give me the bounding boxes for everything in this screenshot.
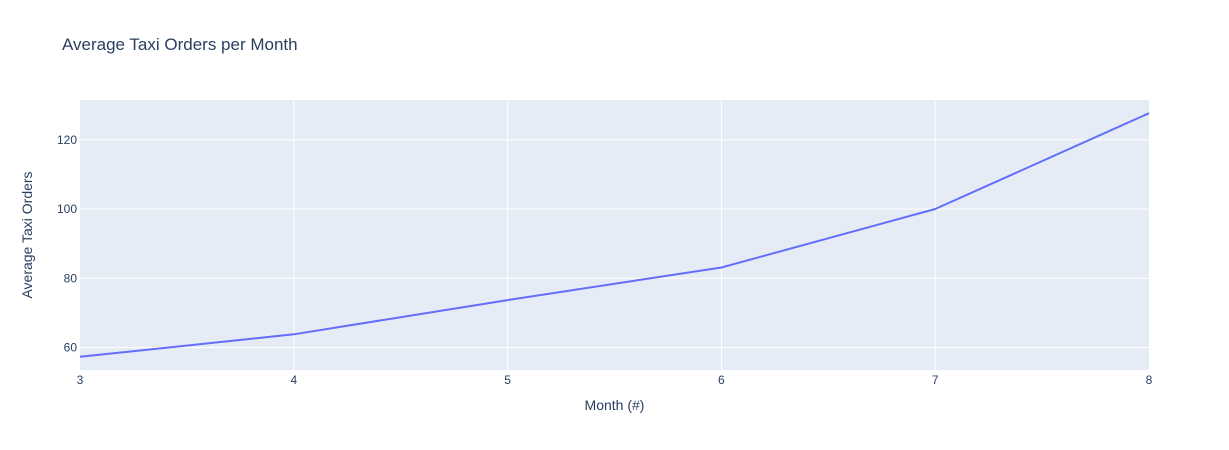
plot-area xyxy=(80,100,1149,370)
x-tick-label: 6 xyxy=(718,373,725,387)
gridlines xyxy=(80,100,1149,370)
y-tick-label: 120 xyxy=(57,133,77,147)
x-axis-title: Month (#) xyxy=(585,397,645,413)
y-tick-label: 60 xyxy=(64,341,78,355)
x-tick-label: 4 xyxy=(290,373,297,387)
x-tick-label: 5 xyxy=(504,373,511,387)
y-tick-label: 100 xyxy=(57,202,77,216)
y-tick-label: 80 xyxy=(64,271,78,285)
y-axis-title: Average Taxi Orders xyxy=(19,171,35,298)
x-axis-ticks: 3 4 5 6 7 8 xyxy=(77,373,1153,387)
x-tick-label: 8 xyxy=(1146,373,1153,387)
series-line xyxy=(79,112,1150,358)
series-layer xyxy=(79,112,1150,358)
x-tick-label: 3 xyxy=(77,373,84,387)
chart-title: Average Taxi Orders per Month xyxy=(62,35,298,54)
y-axis-ticks: 60 80 100 120 xyxy=(57,133,77,355)
x-tick-label: 7 xyxy=(932,373,939,387)
